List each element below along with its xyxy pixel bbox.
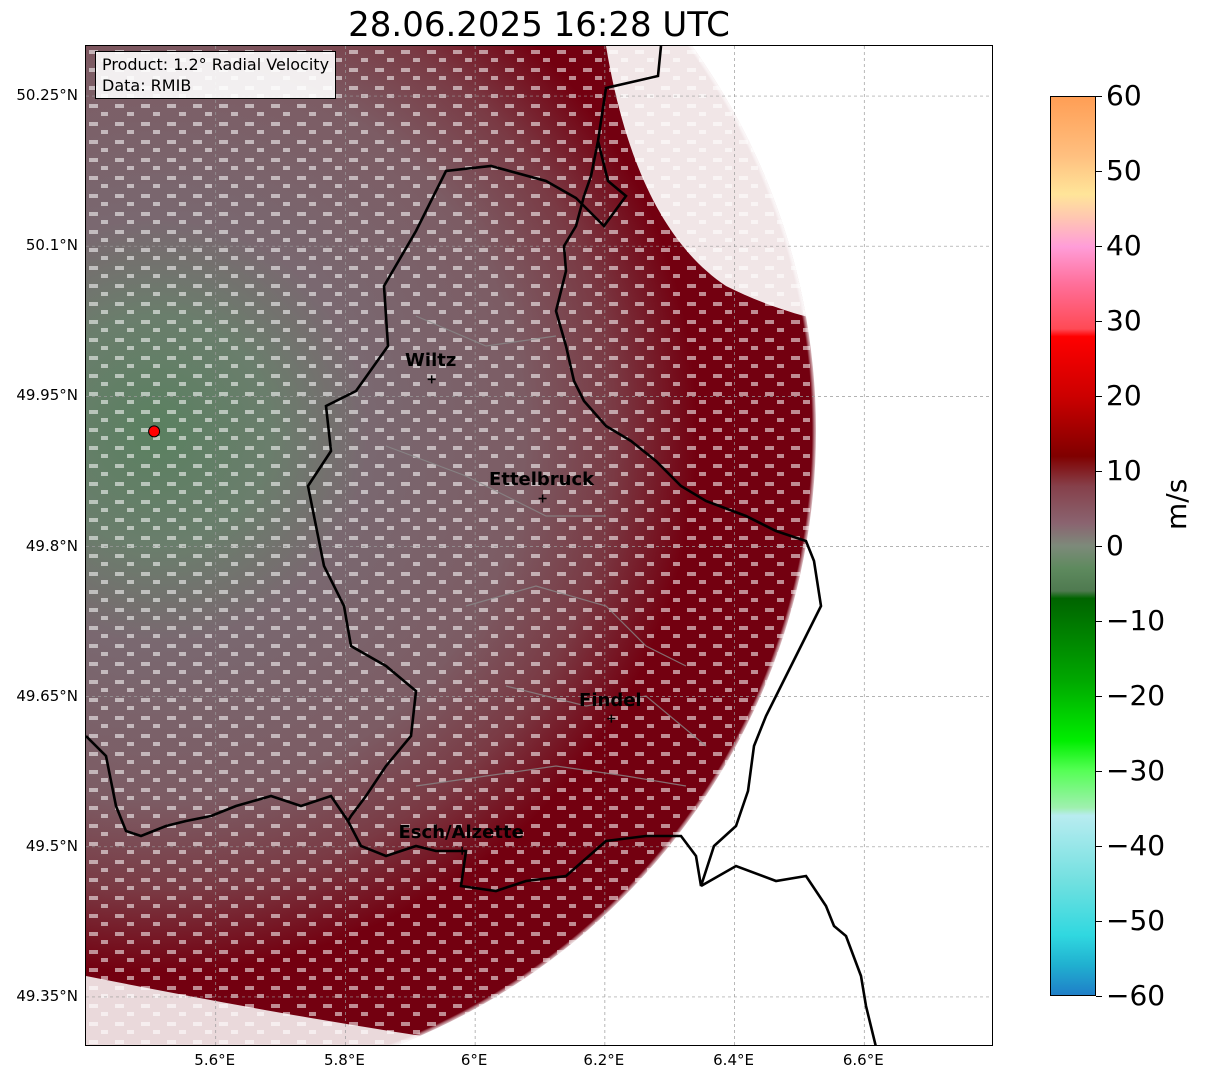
colorbar-tick-mark [1096,771,1102,772]
lon-tick-label: 6.6°E [842,1051,884,1069]
colorbar-tick-label: 60 [1106,79,1142,112]
city-label: Ettelbruck [489,469,595,491]
radar-map [86,46,992,1045]
product-label: Product: 1.2° Radial Velocity [102,55,330,74]
city-marker [607,714,616,723]
colorbar-tick-label: 50 [1106,154,1142,187]
city-label: Esch/Alzette [398,821,524,843]
colorbar-tick-mark [1096,171,1102,172]
colorbar-tick-label: 40 [1106,229,1142,262]
lat-tick-label: 49.8°N [25,536,78,555]
lat-tick-label: 49.65°N [16,686,78,705]
colorbar-tick-label: −50 [1106,904,1166,937]
colorbar-tick-mark [1096,696,1102,697]
lon-tick-label: 6.4°E [713,1051,754,1069]
country-border-west [86,735,350,838]
lon-tick-label: 5.8°E [324,1051,365,1069]
colorbar-tick-mark [1096,996,1102,997]
colorbar-tick-label: −10 [1106,604,1166,637]
colorbar-tick-mark [1096,921,1102,922]
colorbar-tick-label: −30 [1106,754,1166,787]
map-panel [85,45,993,1046]
colorbar-tick-mark [1096,96,1102,97]
lat-tick-label: 49.35°N [16,986,78,1005]
product-info-box: Product: 1.2° Radial Velocity Data: RMIB [95,51,337,99]
lat-tick-label: 50.1°N [25,236,78,255]
colorbar-tick-mark [1096,546,1102,547]
city-marker [538,494,547,503]
city-marker [427,375,436,384]
colorbar-tick-mark [1096,396,1102,397]
colorbar-tick-label: −60 [1106,979,1166,1012]
city-marker [458,846,467,855]
colorbar-tick-label: 30 [1106,304,1142,337]
city-label: Wiltz [405,350,457,372]
lon-tick-label: 6.2°E [583,1051,625,1069]
colorbar-tick-mark [1096,246,1102,247]
country-border-south [700,864,877,1045]
city-label: Findel [579,689,642,711]
city-markers [427,375,616,855]
map-title: 28.06.2025 16:28 UTC [348,5,730,45]
colorbar-tick-label: 10 [1106,454,1142,487]
colorbar-tick-mark [1096,621,1102,622]
velocity-colorbar [1050,96,1096,996]
colorbar-tick-label: 20 [1106,379,1142,412]
colorbar-tick-label: 0 [1106,529,1124,562]
data-source-label: Data: RMIB [102,76,192,95]
lon-tick-label: 5.6°E [194,1051,236,1069]
lat-tick-label: 50.25°N [16,86,78,105]
lat-tick-label: 49.95°N [16,386,78,405]
colorbar-tick-mark [1096,471,1102,472]
luxembourg-border [306,46,823,893]
lat-tick-label: 49.5°N [25,836,78,855]
colorbar-tick-mark [1096,321,1102,322]
colorbar-tick-mark [1096,846,1102,847]
colorbar-tick-label: −20 [1106,679,1166,712]
lon-tick-label: 6°E [460,1051,488,1069]
canton-boundaries [385,315,707,787]
colorbar-unit-label: m/s [1160,478,1193,530]
gridlines [86,46,992,1045]
radar-site-marker [148,425,161,438]
colorbar-tick-label: −40 [1106,829,1166,862]
